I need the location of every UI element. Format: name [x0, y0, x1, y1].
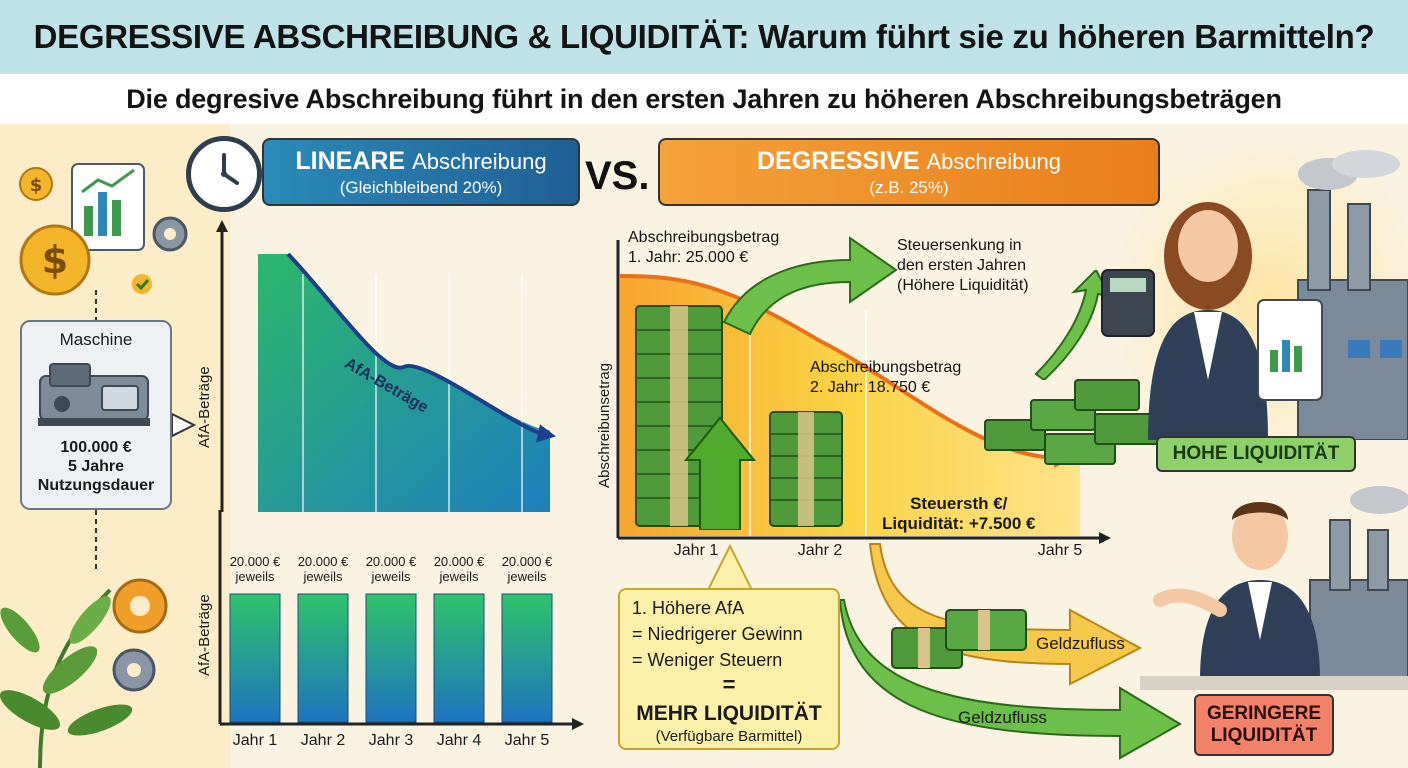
bar-data-label: 20.000 € jeweils — [424, 554, 494, 584]
coin-icon: $ — [21, 226, 89, 294]
degr-y-axis-label: Abschreibunsetrag — [596, 363, 613, 488]
afa-curve-area — [258, 254, 550, 512]
bar-x-tick: Jahr 4 — [424, 732, 494, 750]
badge-high-liquidity: HOHE LIQUIDITÄT — [1156, 436, 1356, 472]
note-tax-line2: den ersten Jahren — [897, 256, 1029, 276]
note-saving: Steuersth €/ Liquidität: +7.500 € — [882, 494, 1036, 534]
linear-bar — [434, 594, 484, 722]
badge-low-liquidity: GERINGERE LIQUIDITÄT — [1194, 694, 1334, 756]
bar-x-tick: Jahr 5 — [492, 732, 562, 750]
callout-line1: 1. Höhere AfA — [632, 598, 744, 619]
note-year1: Abschreibungsbetrag 1. Jahr: 25.000 € — [628, 228, 779, 268]
callout-line3: = Weniger Steuern — [632, 650, 782, 671]
linear-bar — [230, 594, 280, 722]
note-year2-line1: Abschreibungsbetrag — [810, 358, 961, 378]
small-coin-icon: $ — [20, 168, 52, 200]
bar-value-sub: jeweils — [492, 569, 562, 584]
linear-banner: LINEARE Abschreibung (Gleichbleibend 20%… — [262, 138, 580, 206]
curve-y-axis-label: AfA-Beträge — [196, 366, 213, 448]
note-year2-line2: 2. Jahr: 18.750 € — [810, 378, 961, 398]
svg-text:$: $ — [30, 175, 43, 196]
linear-bar — [366, 594, 416, 722]
note-tax: Steuersenkung in den ersten Jahren (Höhe… — [897, 236, 1029, 296]
vs-label: VS. — [585, 154, 649, 199]
note-year1-line1: Abschreibungsbetrag — [628, 228, 779, 248]
bar-x-tick: Jahr 2 — [288, 732, 358, 750]
bar-data-label: 20.000 € jeweils — [288, 554, 358, 584]
bar-value: 20.000 € — [220, 554, 290, 569]
degressive-title-rest: Abschreibung — [926, 149, 1061, 174]
bar-y-axis-label: AfA-Beträge — [196, 594, 213, 676]
degressive-title-bold: DEGRESSIVE — [757, 147, 920, 175]
bar-x-tick: Jahr 1 — [220, 732, 290, 750]
note-year1-line2: 1. Jahr: 25.000 € — [628, 248, 779, 268]
linear-subtitle: (Gleichbleibend 20%) — [340, 178, 503, 198]
man-figure — [1160, 502, 1320, 680]
businesswoman-illustration — [1098, 150, 1408, 440]
bar-value-sub: jeweils — [356, 569, 426, 584]
linear-title-rest: Abschreibung — [412, 149, 547, 174]
badge-low-line2: LIQUIDITÄT — [1207, 725, 1321, 747]
note-tax-line1: Steuersenkung in — [897, 236, 1029, 256]
flow-lower-label: Geldzufluss — [958, 708, 1047, 728]
degressive-banner: DEGRESSIVE Abschreibung (z.B. 25%) — [658, 138, 1160, 206]
factory-icon — [1310, 486, 1408, 690]
clipboard-chart-icon — [1258, 300, 1322, 400]
document-chart-icon — [72, 164, 144, 250]
badge-low-line1: GERINGERE — [1207, 703, 1321, 725]
subtitle-bar: Die degresive Abschreibung führt in den … — [0, 74, 1408, 124]
linear-bar — [298, 594, 348, 722]
finance-icons: $ $ — [10, 130, 190, 300]
woman-figure — [1148, 202, 1268, 440]
bar-data-label: 20.000 € jeweils — [492, 554, 562, 584]
gear-icon — [114, 650, 154, 690]
note-tax-line3: (Höhere Liquidität) — [897, 276, 1029, 296]
bar-x-tick: Jahr 3 — [356, 732, 426, 750]
callout-line4: MEHR LIQUIDITÄT — [618, 702, 840, 726]
gear-icon — [114, 580, 166, 632]
note-year2: Abschreibungsbetrag 2. Jahr: 18.750 € — [810, 358, 961, 398]
bar-value-sub: jeweils — [424, 569, 494, 584]
svg-text:$: $ — [42, 238, 68, 282]
money-stack-year2 — [770, 412, 842, 526]
bar-data-label: 20.000 € jeweils — [356, 554, 426, 584]
calculator-icon — [1102, 270, 1154, 336]
callout-pointer — [700, 544, 760, 592]
bar-value-sub: jeweils — [288, 569, 358, 584]
note-saving-line2: Liquidität: +7.500 € — [882, 514, 1036, 534]
page-title: DEGRESSIVE ABSCHREIBUNG & LIQUIDITÄT: Wa… — [34, 18, 1375, 56]
bar-value: 20.000 € — [492, 554, 562, 569]
bar-data-label: 20.000 € jeweils — [220, 554, 290, 584]
callout-line2: = Niedrigerer Gewinn — [632, 624, 803, 645]
degressive-subtitle: (z.B. 25%) — [869, 178, 948, 198]
callout-line5: (Verfügbare Barmittel) — [618, 728, 840, 745]
flow-upper-label: Geldzufluss — [1036, 634, 1125, 654]
afa-curve-chart — [200, 220, 580, 520]
linear-bar — [502, 594, 552, 722]
page-subtitle: Die degresive Abschreibung führt in den … — [126, 84, 1282, 115]
clock-icon — [186, 136, 262, 212]
bar-value: 20.000 € — [356, 554, 426, 569]
cash-bundle-icon — [888, 598, 1038, 678]
note-saving-line1: Steuersth €/ — [882, 494, 1036, 514]
gear-icon — [154, 218, 186, 250]
title-bar: DEGRESSIVE ABSCHREIBUNG & LIQUIDITÄT: Wa… — [0, 0, 1408, 74]
bar-value: 20.000 € — [288, 554, 358, 569]
linear-bar-chart — [200, 510, 585, 740]
businessman-illustration — [1140, 480, 1408, 690]
bar-value-sub: jeweils — [220, 569, 290, 584]
callout-equals: = — [618, 672, 840, 698]
bar-value: 20.000 € — [424, 554, 494, 569]
linear-title-bold: LINEARE — [295, 147, 405, 175]
